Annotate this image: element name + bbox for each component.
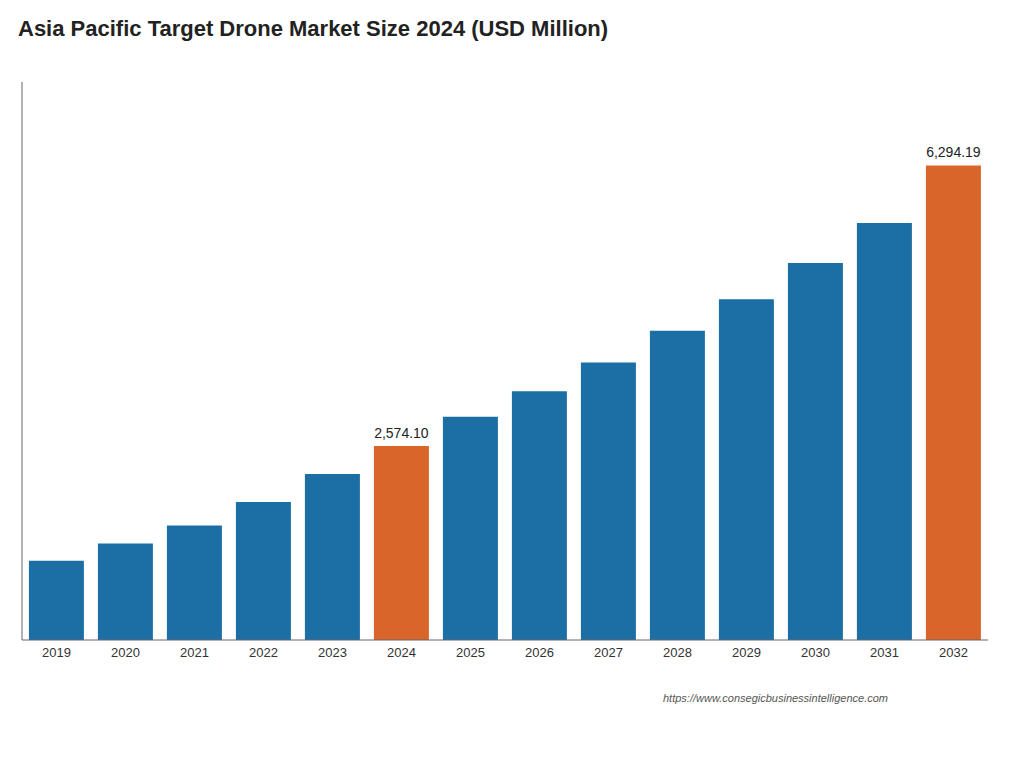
svg-text:2019: 2019 xyxy=(42,645,71,660)
svg-text:2023: 2023 xyxy=(318,645,347,660)
html-text:https://www.consegicbusinessin: https://www.consegicbusinessintelligence… xyxy=(663,692,888,704)
svg-text:2022: 2022 xyxy=(249,645,278,660)
svg-text:2,574.10: 2,574.10 xyxy=(374,425,429,441)
svg-text:2026: 2026 xyxy=(525,645,554,660)
svg-text:2032: 2032 xyxy=(939,645,968,660)
svg-text:2020: 2020 xyxy=(111,645,140,660)
svg-text:2021: 2021 xyxy=(180,645,209,660)
svg-text:2031: 2031 xyxy=(870,645,899,660)
svg-text:2025: 2025 xyxy=(456,645,485,660)
svg-text:2029: 2029 xyxy=(732,645,761,660)
svg-text:2024: 2024 xyxy=(387,645,416,660)
svg-text:2027: 2027 xyxy=(594,645,623,660)
svg-text:2028: 2028 xyxy=(663,645,692,660)
svg-text:2030: 2030 xyxy=(801,645,830,660)
html-text:Asia Pacific Target Drone Mark: Asia Pacific Target Drone Market Size 20… xyxy=(18,16,609,41)
svg-text:6,294.19: 6,294.19 xyxy=(926,144,981,160)
